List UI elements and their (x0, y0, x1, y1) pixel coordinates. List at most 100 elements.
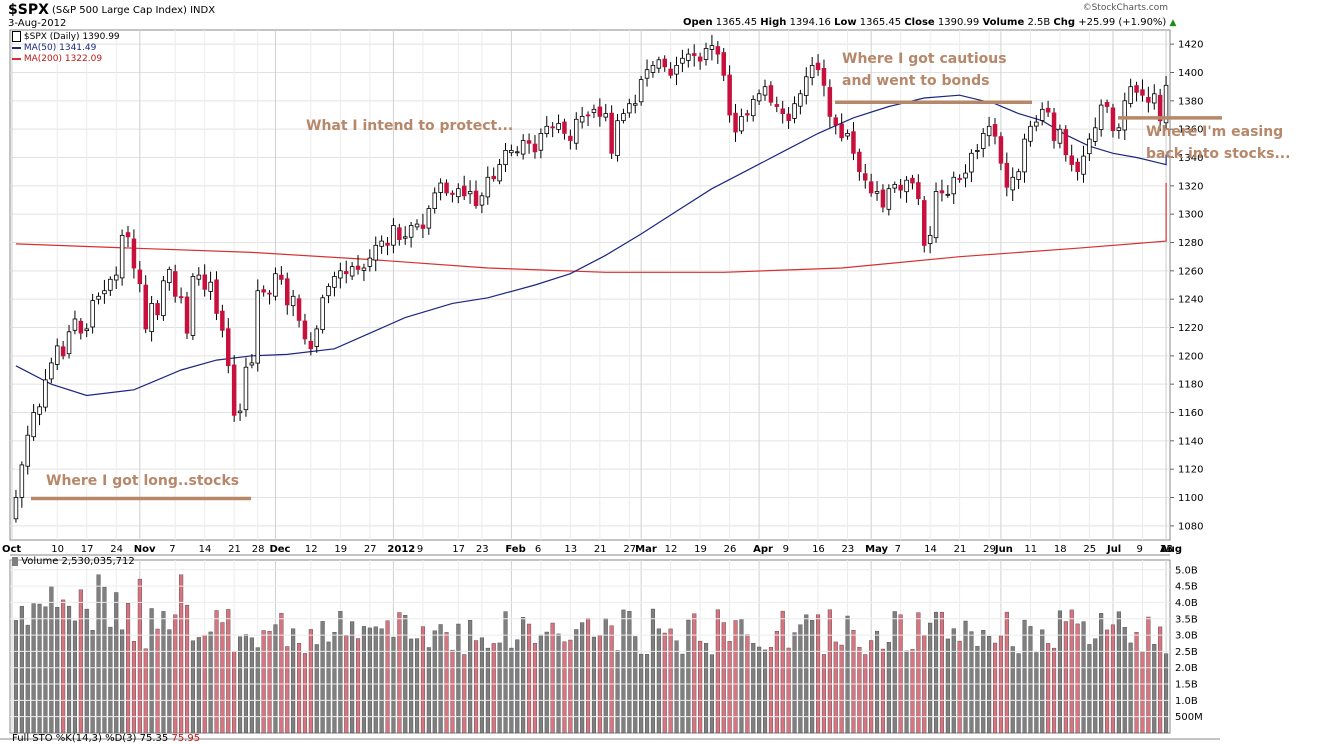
candle-body (562, 121, 567, 134)
candle-body (574, 118, 579, 144)
volume-bar (934, 611, 939, 734)
price-legend-label: $SPX (Daily) 1390.99 (23, 32, 120, 42)
volume-bar (1134, 632, 1139, 734)
candle-body (397, 227, 402, 241)
volume-bar (361, 626, 367, 734)
candle-body (485, 176, 491, 198)
volume-bar (863, 654, 868, 734)
candle-body (1134, 85, 1139, 93)
candle-body (420, 224, 426, 229)
volume-bar (426, 647, 431, 734)
candle-body (161, 280, 166, 316)
candle-body (945, 193, 951, 196)
candle-body (1010, 176, 1016, 191)
volume-bar (627, 611, 632, 734)
candle-body (72, 318, 78, 331)
candle-body (1016, 171, 1021, 180)
price-tick-label: 1220 (1178, 323, 1203, 334)
candle-body (733, 112, 738, 133)
candle-body (609, 112, 614, 154)
volume-bar (415, 638, 420, 734)
volume-bar (792, 632, 797, 734)
x-tick-label: 24 (110, 544, 123, 555)
candle-body (520, 140, 526, 155)
candle-body (532, 143, 538, 153)
volume-bar (479, 637, 485, 734)
candle-body (391, 225, 396, 246)
volume-bar (179, 574, 184, 734)
candle-body (916, 182, 921, 200)
volume-bar (497, 642, 502, 734)
volume-legend-label: Volume 2,530,035,712 (21, 556, 135, 567)
volume-bar (751, 643, 756, 734)
candle-body (556, 123, 561, 130)
x-tick-label: 7 (169, 544, 175, 555)
price-panel: 1080 1100 1120 1140 1160 1180 1200 1220 1240 1260… (2, 29, 1222, 556)
volume-bar (939, 612, 944, 734)
volume-bar (945, 638, 950, 734)
candle-body (1163, 84, 1169, 124)
candle-body (804, 76, 809, 96)
candle-body (202, 274, 207, 290)
candle-body (922, 200, 927, 246)
price-tick-label: 1320 (1178, 181, 1203, 192)
volume-bar (1099, 613, 1104, 734)
candle-body (355, 265, 361, 270)
up-arrow-icon: ▲ (1169, 18, 1177, 28)
x-tick-label: 29 (983, 544, 996, 555)
volume-bar (432, 630, 437, 734)
candle-body (243, 366, 249, 411)
volume-bar (768, 647, 773, 734)
candle-body (603, 113, 609, 118)
volume-bar (226, 609, 231, 734)
candle-body (190, 276, 196, 336)
volume-tick-label: 500M (1175, 712, 1203, 723)
candle-body (1110, 107, 1116, 132)
volume-bar (757, 646, 762, 734)
volume-bar (1093, 638, 1098, 734)
x-tick-label: 17 (81, 544, 94, 555)
price-tick-label: 1360 (1178, 125, 1203, 136)
chg-value: +25.99 (+1.90%) (1078, 17, 1167, 28)
price-tick-label: 1200 (1178, 351, 1203, 362)
volume-bar (1034, 652, 1039, 734)
volume-bar (302, 653, 308, 734)
volume-bar (291, 628, 296, 734)
index-fullname: (S&P 500 Large Cap Index) (52, 5, 187, 16)
volume-bar (633, 636, 638, 734)
candle-body (998, 136, 1004, 164)
volume-bar (1116, 611, 1121, 734)
candle-body (786, 113, 791, 121)
candle-body (119, 234, 125, 279)
volume-bar (698, 640, 703, 734)
candle-body (703, 48, 709, 60)
volume-bar (544, 631, 549, 734)
volume-bar (320, 621, 325, 734)
candle-body (1045, 107, 1051, 113)
volume-tick-label: 4.0B (1175, 598, 1198, 609)
candle-body (981, 132, 986, 149)
volume-bar (562, 641, 567, 734)
volume-bar (591, 636, 596, 734)
volume-value: 2.5B (1027, 17, 1051, 28)
volume-bar (285, 646, 290, 734)
volume-bar (556, 633, 561, 734)
x-tick-label: 9 (783, 544, 789, 555)
volume-bar (645, 654, 650, 734)
candle-body (621, 113, 626, 121)
volume-bar (279, 613, 284, 734)
candle-body (792, 103, 797, 119)
price-plot-frame (9, 29, 1171, 541)
volume-bar (220, 622, 225, 734)
high-label: High (760, 17, 787, 28)
candle-body (933, 191, 939, 239)
candle-body (538, 132, 544, 151)
volume-bar (780, 610, 785, 734)
candle-body (143, 284, 148, 330)
candle-body (650, 65, 656, 73)
candle-body (220, 310, 225, 331)
volume-bar (167, 629, 172, 734)
x-tick-label: 12 (305, 544, 318, 555)
volume-bar (1146, 616, 1151, 734)
candle-body (267, 292, 272, 295)
